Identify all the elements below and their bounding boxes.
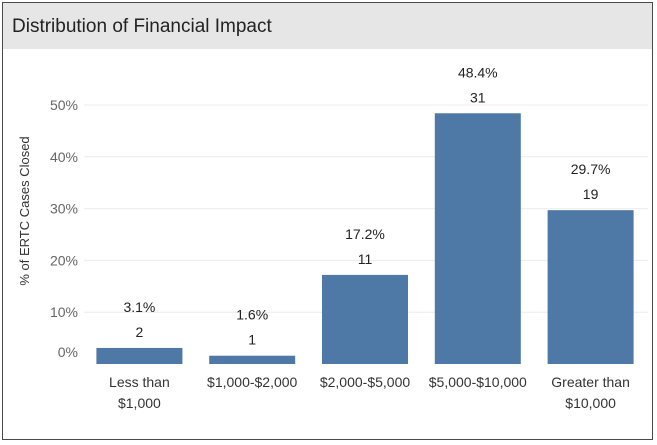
data-label-percent: 17.2% <box>345 226 385 242</box>
y-tick-label: 10% <box>50 304 78 320</box>
data-label-percent: 29.7% <box>571 161 611 177</box>
bar <box>435 113 521 364</box>
x-tick-label: $5,000-$10,000 <box>429 374 527 390</box>
x-tick-label: $1,000-$2,000 <box>207 374 298 390</box>
bar <box>322 275 408 364</box>
y-tick-label: 30% <box>50 201 78 217</box>
x-tick-label: $10,000 <box>565 395 616 411</box>
x-tick-label: Less than <box>109 374 170 390</box>
y-tick-label: 50% <box>50 97 78 113</box>
data-label-count: 19 <box>583 186 599 202</box>
data-label-count: 31 <box>470 89 486 105</box>
y-tick-label: 20% <box>50 252 78 268</box>
data-label-count: 2 <box>136 324 144 340</box>
y-tick-label: 40% <box>50 149 78 165</box>
data-label-count: 1 <box>248 332 256 348</box>
data-label-percent: 3.1% <box>123 299 155 315</box>
x-tick-label: $2,000-$5,000 <box>320 374 411 390</box>
data-label-percent: 48.4% <box>458 64 498 80</box>
data-label-count: 11 <box>358 251 373 267</box>
y-tick-label: 0% <box>58 344 78 360</box>
x-tick-label: Greater than <box>551 374 630 390</box>
bar-chart: 0% 10% 20% 30% 40% 50% % of ERTC Cases Closed 3… <box>0 0 657 445</box>
bar <box>548 210 634 364</box>
x-tick-label: $1,000 <box>118 395 161 411</box>
bar <box>209 356 295 364</box>
y-axis-title: % of ERTC Cases Closed <box>17 136 32 285</box>
bar <box>96 348 182 364</box>
data-label-percent: 1.6% <box>236 307 268 323</box>
